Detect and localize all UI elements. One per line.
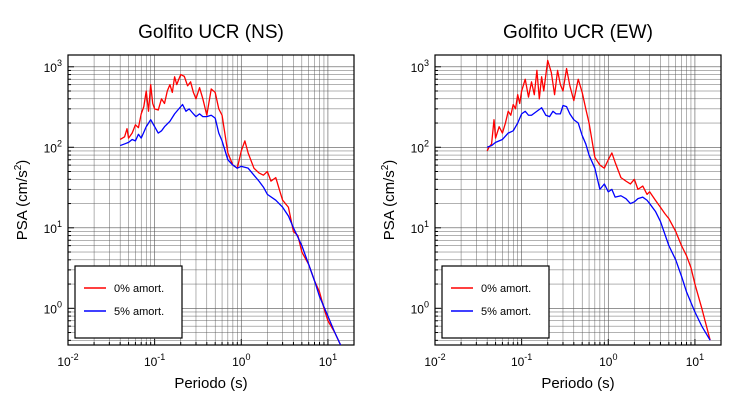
legend-label-series-0: 0% amort.: [481, 283, 531, 295]
y-tick-label: 102: [44, 138, 62, 155]
y-tick-base: 10: [411, 302, 425, 316]
x-tick-label: 100: [232, 352, 250, 369]
y-tick-exponent: 2: [57, 138, 62, 148]
y-tick-label: 102: [411, 138, 429, 155]
legend-box: [74, 265, 183, 339]
x-tick-label: 101: [319, 352, 337, 369]
y-tick-base: 10: [44, 61, 58, 75]
plot-frame: [434, 54, 722, 346]
x-tick-exponent: -1: [524, 352, 532, 362]
x-tick-exponent: 0: [612, 352, 617, 362]
y-axis-label-main: PSA (cm/s: [381, 170, 398, 240]
chart-panel-ns: Golfito UCR (NS) 10-2 10-1 100 101 10010110…: [13, 22, 355, 392]
x-tick-base: 10: [232, 355, 246, 369]
y-axis-label-close: ): [381, 160, 398, 165]
x-tick-exponent: -1: [157, 352, 165, 362]
x-tick-base: 10: [424, 355, 438, 369]
series-line-red: [486, 59, 711, 341]
legend-label-series-1: 5% amort.: [481, 306, 531, 318]
y-tick-base: 10: [411, 222, 425, 236]
x-axis-label: Periodo (s): [174, 375, 247, 392]
y-tick-exponent: 1: [57, 219, 62, 229]
x-tick-label: 10-2: [424, 352, 445, 369]
x-tick-base: 10: [57, 355, 71, 369]
y-tick-label: 100: [411, 299, 429, 316]
x-tick-label: 101: [686, 352, 704, 369]
y-axis-label-close: ): [14, 160, 31, 165]
x-tick-base: 10: [686, 355, 700, 369]
y-tick-base: 10: [44, 141, 58, 155]
legend-label-series-0: 0% amort.: [114, 283, 164, 295]
plot-frame: [67, 54, 355, 346]
y-tick-exponent: 1: [424, 219, 429, 229]
x-tick-exponent: 1: [699, 352, 704, 362]
x-tick-base: 10: [599, 355, 613, 369]
y-axis-label-superscript: 2: [13, 164, 24, 170]
legend: 0% amort. 5% amort.: [441, 265, 550, 339]
y-tick-base: 10: [411, 141, 425, 155]
x-tick-label: 10-2: [57, 352, 78, 369]
y-tick-exponent: 3: [424, 58, 429, 68]
series-lines: [119, 73, 342, 346]
y-tick-exponent: 2: [424, 138, 429, 148]
series-line-blue: [486, 104, 711, 341]
series-line-red: [119, 73, 342, 346]
y-tick-exponent: 0: [424, 299, 429, 309]
y-tick-label: 100: [44, 299, 62, 316]
y-axis-label: PSA (cm/s2): [13, 160, 31, 241]
chart-title: Golfito UCR (NS): [138, 22, 284, 43]
x-tick-exponent: 1: [332, 352, 337, 362]
y-tick-label: 101: [44, 219, 62, 236]
y-tick-label: 101: [411, 219, 429, 236]
y-axis-label-main: PSA (cm/s: [14, 170, 31, 240]
x-axis-label: Periodo (s): [541, 375, 614, 392]
x-tick-base: 10: [144, 355, 158, 369]
y-tick-base: 10: [44, 222, 58, 236]
x-tick-exponent: -2: [438, 352, 446, 362]
x-tick-exponent: -2: [71, 352, 79, 362]
x-tick-labels: 10-2 10-1 100 101: [57, 352, 337, 369]
chart-panel-ew: Golfito UCR (EW) 10-2 10-1 100 101 10010110…: [380, 22, 722, 392]
y-axis-label-superscript: 2: [380, 164, 391, 170]
series-lines: [486, 59, 711, 341]
chart-title: Golfito UCR (EW): [503, 22, 653, 43]
y-tick-label: 103: [411, 58, 429, 75]
x-tick-labels: 10-2 10-1 100 101: [424, 352, 704, 369]
y-tick-base: 10: [44, 302, 58, 316]
y-tick-exponent: 3: [57, 58, 62, 68]
x-tick-label: 100: [599, 352, 617, 369]
series-line-blue: [119, 103, 342, 346]
x-tick-label: 10-1: [144, 352, 165, 369]
x-tick-label: 10-1: [511, 352, 532, 369]
x-tick-base: 10: [511, 355, 525, 369]
x-tick-base: 10: [319, 355, 333, 369]
y-tick-base: 10: [411, 61, 425, 75]
y-axis-label: PSA (cm/s2): [380, 160, 398, 241]
y-tick-label: 103: [44, 58, 62, 75]
legend-label-series-1: 5% amort.: [114, 306, 164, 318]
legend: 0% amort. 5% amort.: [74, 265, 183, 339]
legend-box: [441, 265, 550, 339]
y-tick-exponent: 0: [57, 299, 62, 309]
x-tick-exponent: 0: [245, 352, 250, 362]
